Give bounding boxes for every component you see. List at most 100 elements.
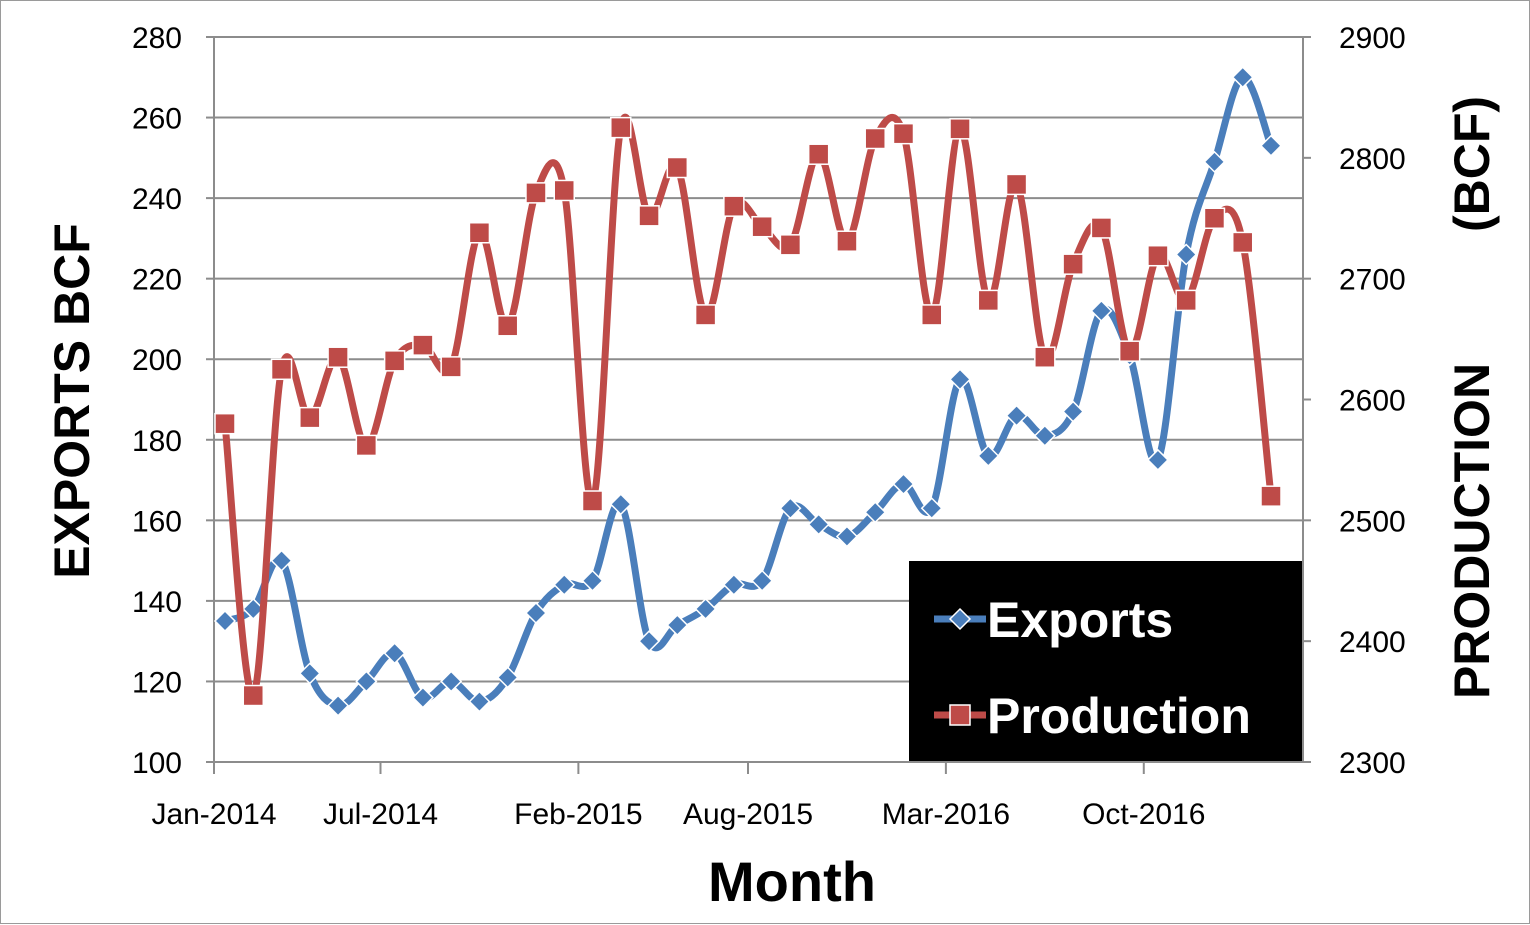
exports-point [411,686,434,709]
right-tick-label: 2500 [1339,505,1406,538]
exports-point [1203,150,1226,173]
legend: Exports Production [909,561,1302,761]
production-point [412,334,434,356]
right-tick-label: 2800 [1339,143,1406,176]
production-point [440,356,462,378]
production-point [355,434,378,457]
production-point [921,304,943,326]
x-tick-label: Jul-2014 [323,798,438,831]
production-point [468,222,491,244]
legend-label-exports: Exports [987,592,1173,648]
left-tick-label: 280 [132,22,182,55]
exports-point [807,513,830,536]
exports-point [779,497,802,520]
production-point [1260,485,1282,507]
exports-point [355,670,378,693]
production-point [1175,289,1197,312]
series-layer [213,66,1283,717]
x-tick-label: Feb-2015 [514,798,642,831]
exports-point [1175,243,1198,266]
left-tick-label: 200 [132,344,182,377]
exports-point [666,613,689,637]
exports-point [1259,134,1283,157]
exports-point [1005,404,1028,427]
left-tick-label: 180 [132,425,182,458]
exports-point [609,493,632,516]
left-tick-label: 260 [132,103,182,136]
production-point [694,304,717,326]
production-point [751,215,773,238]
exports-point [213,609,237,633]
production-point [864,127,886,150]
exports-point [864,501,887,524]
exports-point [327,694,350,717]
exports-point [383,642,406,665]
left-tick-label: 240 [132,183,182,216]
series-production [214,113,1282,707]
exports-point [1231,66,1254,89]
left-tick-label: 220 [132,264,182,297]
exports-point [440,670,463,693]
right-tick-label: 2300 [1339,747,1406,780]
axes: 100 120 140 160 180 200 220 240 260 280 2300 2400 25… [132,22,1406,831]
production-point [638,205,660,227]
exports-point [1090,299,1113,322]
production-point [1090,217,1113,239]
x-tick-label: Jan-2014 [151,798,276,831]
exports-point [977,444,1000,467]
production-point [214,412,236,435]
right-tick-label: 2700 [1339,264,1406,297]
production-point [327,346,349,368]
legend-marker-production [949,704,971,726]
production-point [1147,244,1169,267]
x-tick-label: Mar-2016 [882,798,1010,831]
right-tick-label: 2900 [1339,22,1406,55]
exports-point [1062,400,1085,423]
production-point [1062,253,1084,275]
right-y-axis-title: PRODUCTION [1444,363,1500,699]
exports-point [722,573,745,596]
production-point [242,684,265,707]
production-point [1034,346,1056,368]
exports-point [637,630,661,653]
production-point [892,122,915,145]
exports-point [468,690,491,713]
right-tick-label: 2600 [1339,385,1406,418]
exports-point [581,569,604,592]
exports-point [298,662,321,685]
exports-point [892,473,915,496]
production-point [270,358,293,381]
left-tick-label: 140 [132,586,182,619]
production-point [383,350,406,372]
right-tick-label: 2400 [1339,626,1406,659]
production-point [553,179,575,202]
production-point [836,230,858,252]
exports-point [751,569,774,592]
exports-point [553,573,576,596]
production-point [949,118,971,140]
production-point [299,406,321,429]
left-y-axis-title: EXPORTS BCF [44,223,100,579]
production-point [807,143,830,165]
production-point [1231,231,1254,254]
production-point [581,490,604,512]
production-point [779,234,802,256]
production-point [1118,340,1141,362]
production-point [723,195,745,217]
exports-point [835,525,859,548]
series-line-production [221,113,1275,700]
exports-point [1033,424,1056,447]
x-tick-label: Aug-2015 [683,798,813,831]
exports-point [270,549,293,572]
production-point [977,289,1000,312]
exports-point [496,666,519,689]
production-point [610,116,632,139]
production-point [525,182,547,204]
legend-label-production: Production [987,688,1251,744]
production-point [496,315,519,337]
exports-point [1146,448,1169,471]
production-point [1203,207,1226,229]
left-tick-label: 120 [132,666,182,699]
